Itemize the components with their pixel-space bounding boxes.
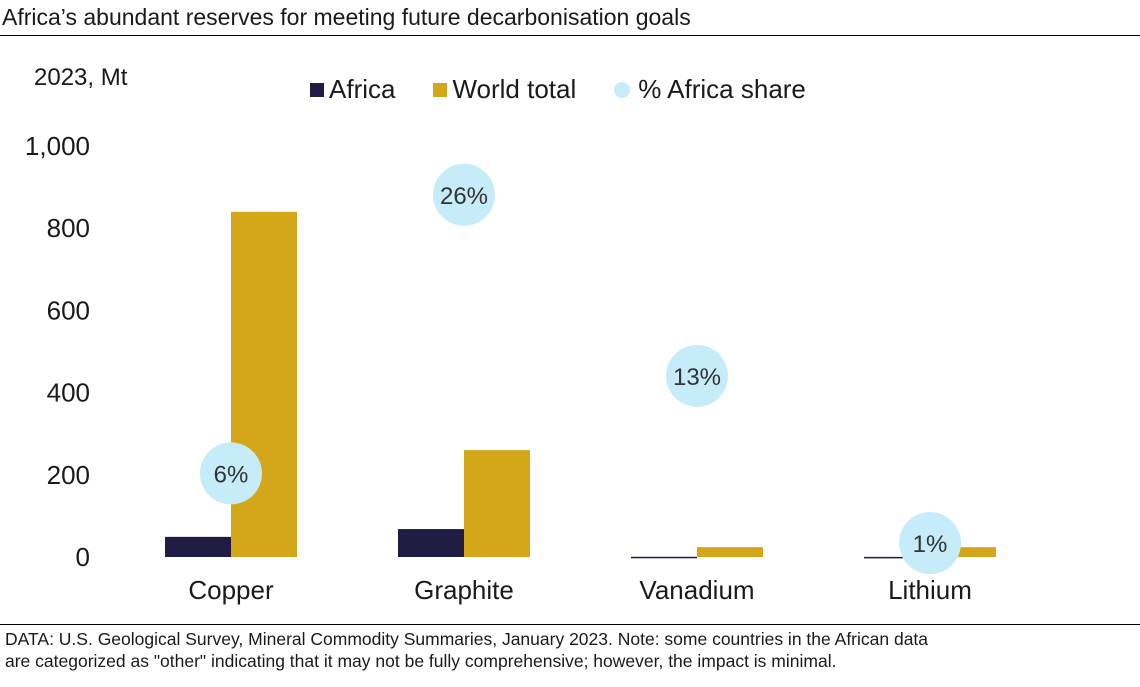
legend-world: World total <box>433 74 576 105</box>
bar-world-vanadium <box>697 547 763 557</box>
bar-africa-graphite <box>398 529 464 557</box>
bar-africa-lithium <box>864 556 930 559</box>
legend-swatch-share <box>614 81 631 98</box>
y-tick-label: 600 <box>47 295 90 325</box>
y-tick-label: 200 <box>47 460 90 490</box>
share-bubble-copper <box>200 442 262 505</box>
share-label: 13% <box>673 364 721 391</box>
legend-label: % Africa share <box>638 74 806 104</box>
legend-swatch-africa <box>310 82 324 97</box>
legend-label: Africa <box>329 74 396 104</box>
legend: Africa World total % Africa share <box>310 74 844 105</box>
share-label: 26% <box>440 183 488 210</box>
chart-title: Africa’s abundant reserves for meeting f… <box>2 4 691 30</box>
bar-world-lithium <box>930 547 996 557</box>
share-bubble-lithium <box>899 512 961 575</box>
y-tick-label: 0 <box>76 542 90 572</box>
x-tick-label: Graphite <box>414 575 514 605</box>
share-label: 6% <box>214 461 249 488</box>
footnote-line-1: DATA: U.S. Geological Survey, Mineral Co… <box>5 629 929 649</box>
legend-swatch-world <box>433 82 448 97</box>
title-divider <box>0 35 1140 36</box>
x-tick-label: Copper <box>188 575 274 605</box>
footer-divider <box>0 624 1140 625</box>
legend-label: World total <box>452 74 577 104</box>
x-tick-label: Vanadium <box>639 575 754 605</box>
y-tick-label: 400 <box>47 378 90 408</box>
share-bubble-graphite <box>433 163 495 226</box>
bar-africa-vanadium <box>631 556 697 559</box>
share-label: 1% <box>913 531 948 558</box>
share-bubble-vanadium <box>666 344 728 407</box>
bar-world-graphite <box>464 450 530 557</box>
bar-world-copper <box>231 211 297 557</box>
y-tick-label: 800 <box>47 213 90 243</box>
x-tick-label: Lithium <box>888 575 972 605</box>
legend-africa: Africa <box>310 74 395 105</box>
unit-label: 2023, Mt <box>34 64 128 91</box>
legend-share: % Africa share <box>614 74 806 105</box>
bar-africa-copper <box>165 536 231 557</box>
footnote: DATA: U.S. Geological Survey, Mineral Co… <box>5 628 928 672</box>
footnote-line-2: are categorized as "other" indicating th… <box>5 651 837 671</box>
y-tick-label: 1,000 <box>25 131 90 161</box>
